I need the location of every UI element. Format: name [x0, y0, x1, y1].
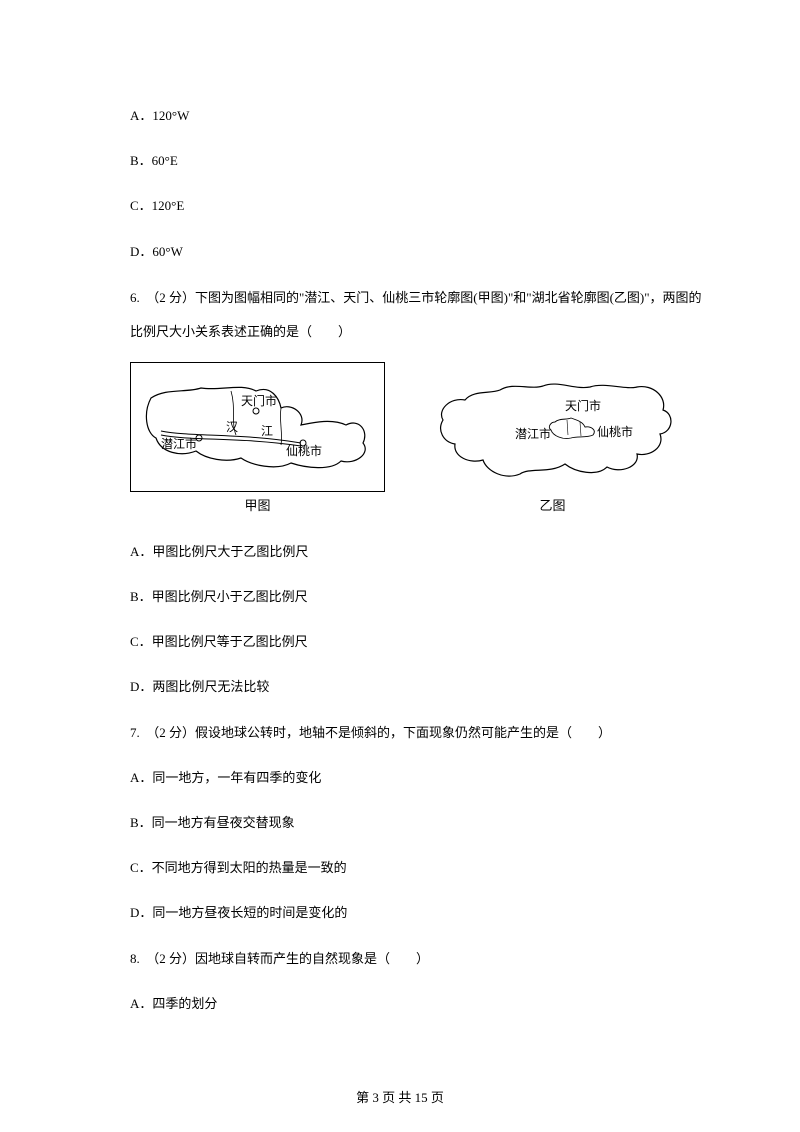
option-a: A．120°W — [130, 100, 710, 131]
q7-option-a: A．同一地方，一年有四季的变化 — [130, 762, 710, 793]
question-8: 8. （2 分）因地球自转而产生的自然现象是（ ） A．四季的划分 — [110, 943, 710, 1019]
map-a-label-tianmen: 天门市 — [241, 395, 277, 407]
option-d: D．60°W — [130, 236, 710, 267]
map-b-container: 天门市 潜江市 仙桃市 乙图 — [425, 362, 680, 516]
question-6-stem-text: 6. （2 分）下图为图幅相同的"潜江、天门、仙桃三市轮廓图(甲图)"和"湖北省… — [130, 290, 702, 339]
map-a-svg — [131, 363, 385, 492]
question-5-options: A．120°W B．60°E C．120°E D．60°W — [110, 100, 710, 267]
option-c: C．120°E — [130, 190, 710, 221]
map-b-svg — [425, 362, 680, 492]
question-7: 7. （2 分）假设地球公转时，地轴不是倾斜的，下面现象仍然可能产生的是（ ） … — [110, 717, 710, 929]
q8-option-a: A．四季的划分 — [130, 988, 710, 1019]
question-6: 6. （2 分）下图为图幅相同的"潜江、天门、仙桃三市轮廓图(甲图)"和"湖北省… — [110, 281, 710, 703]
q6-option-c: C．甲图比例尺等于乙图比例尺 — [130, 626, 710, 657]
map-a-frame: 天门市 汉 江 潜江市 仙桃市 — [130, 362, 385, 492]
option-b: B．60°E — [130, 145, 710, 176]
maps-row: 天门市 汉 江 潜江市 仙桃市 甲图 天门市 潜江市 — [130, 362, 710, 516]
q6-option-b: B．甲图比例尺小于乙图比例尺 — [130, 581, 710, 612]
q6-option-a: A．甲图比例尺大于乙图比例尺 — [130, 536, 710, 567]
question-6-stem: 6. （2 分）下图为图幅相同的"潜江、天门、仙桃三市轮廓图(甲图)"和"湖北省… — [130, 281, 710, 349]
map-a-label-qianjiang: 潜江市 — [161, 438, 197, 450]
map-b-label-tianmen: 天门市 — [565, 400, 601, 412]
map-a-caption: 甲图 — [244, 496, 270, 516]
page-footer: 第 3 页 共 15 页 — [0, 1091, 800, 1104]
map-b-label-xiantao: 仙桃市 — [597, 426, 633, 438]
map-b-label-qianjiang: 潜江市 — [515, 428, 551, 440]
map-b-area: 天门市 潜江市 仙桃市 — [425, 362, 680, 492]
map-a-label-han: 汉 — [226, 421, 238, 433]
q7-option-d: D．同一地方昼夜长短的时间是变化的 — [130, 897, 710, 928]
q7-option-c: C．不同地方得到太阳的热量是一致的 — [130, 852, 710, 883]
question-8-stem: 8. （2 分）因地球自转而产生的自然现象是（ ） — [130, 943, 710, 974]
map-a-container: 天门市 汉 江 潜江市 仙桃市 甲图 — [130, 362, 385, 516]
map-a-label-jiang: 江 — [261, 425, 273, 437]
q7-option-b: B．同一地方有昼夜交替现象 — [130, 807, 710, 838]
map-a-label-xiantao: 仙桃市 — [286, 445, 322, 457]
question-7-stem: 7. （2 分）假设地球公转时，地轴不是倾斜的，下面现象仍然可能产生的是（ ） — [130, 717, 710, 748]
q6-option-d: D．两图比例尺无法比较 — [130, 671, 710, 702]
map-b-caption: 乙图 — [539, 496, 565, 516]
